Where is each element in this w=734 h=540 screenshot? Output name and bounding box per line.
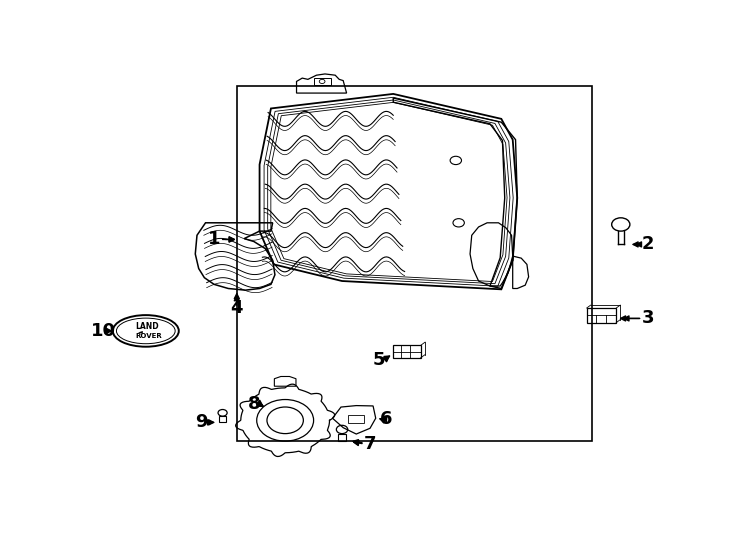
Text: 4: 4 [230,299,243,317]
Text: 10: 10 [90,322,116,340]
Bar [338,434,346,441]
Text: 9: 9 [195,414,207,431]
Text: 1: 1 [208,231,220,248]
Text: ◄: ◄ [138,329,142,334]
Text: 8: 8 [248,395,261,413]
Bar [348,415,363,423]
Text: 3: 3 [642,309,654,327]
Text: ROVER: ROVER [135,333,162,339]
Text: 7: 7 [364,435,377,453]
Text: 6: 6 [380,410,393,428]
Text: 5: 5 [373,351,385,369]
Bar [313,78,330,85]
Text: 2: 2 [642,235,654,253]
Bar [219,416,226,422]
Bar [586,308,617,322]
Bar [237,85,592,441]
Bar [393,346,421,358]
Text: LAND: LAND [135,322,159,331]
